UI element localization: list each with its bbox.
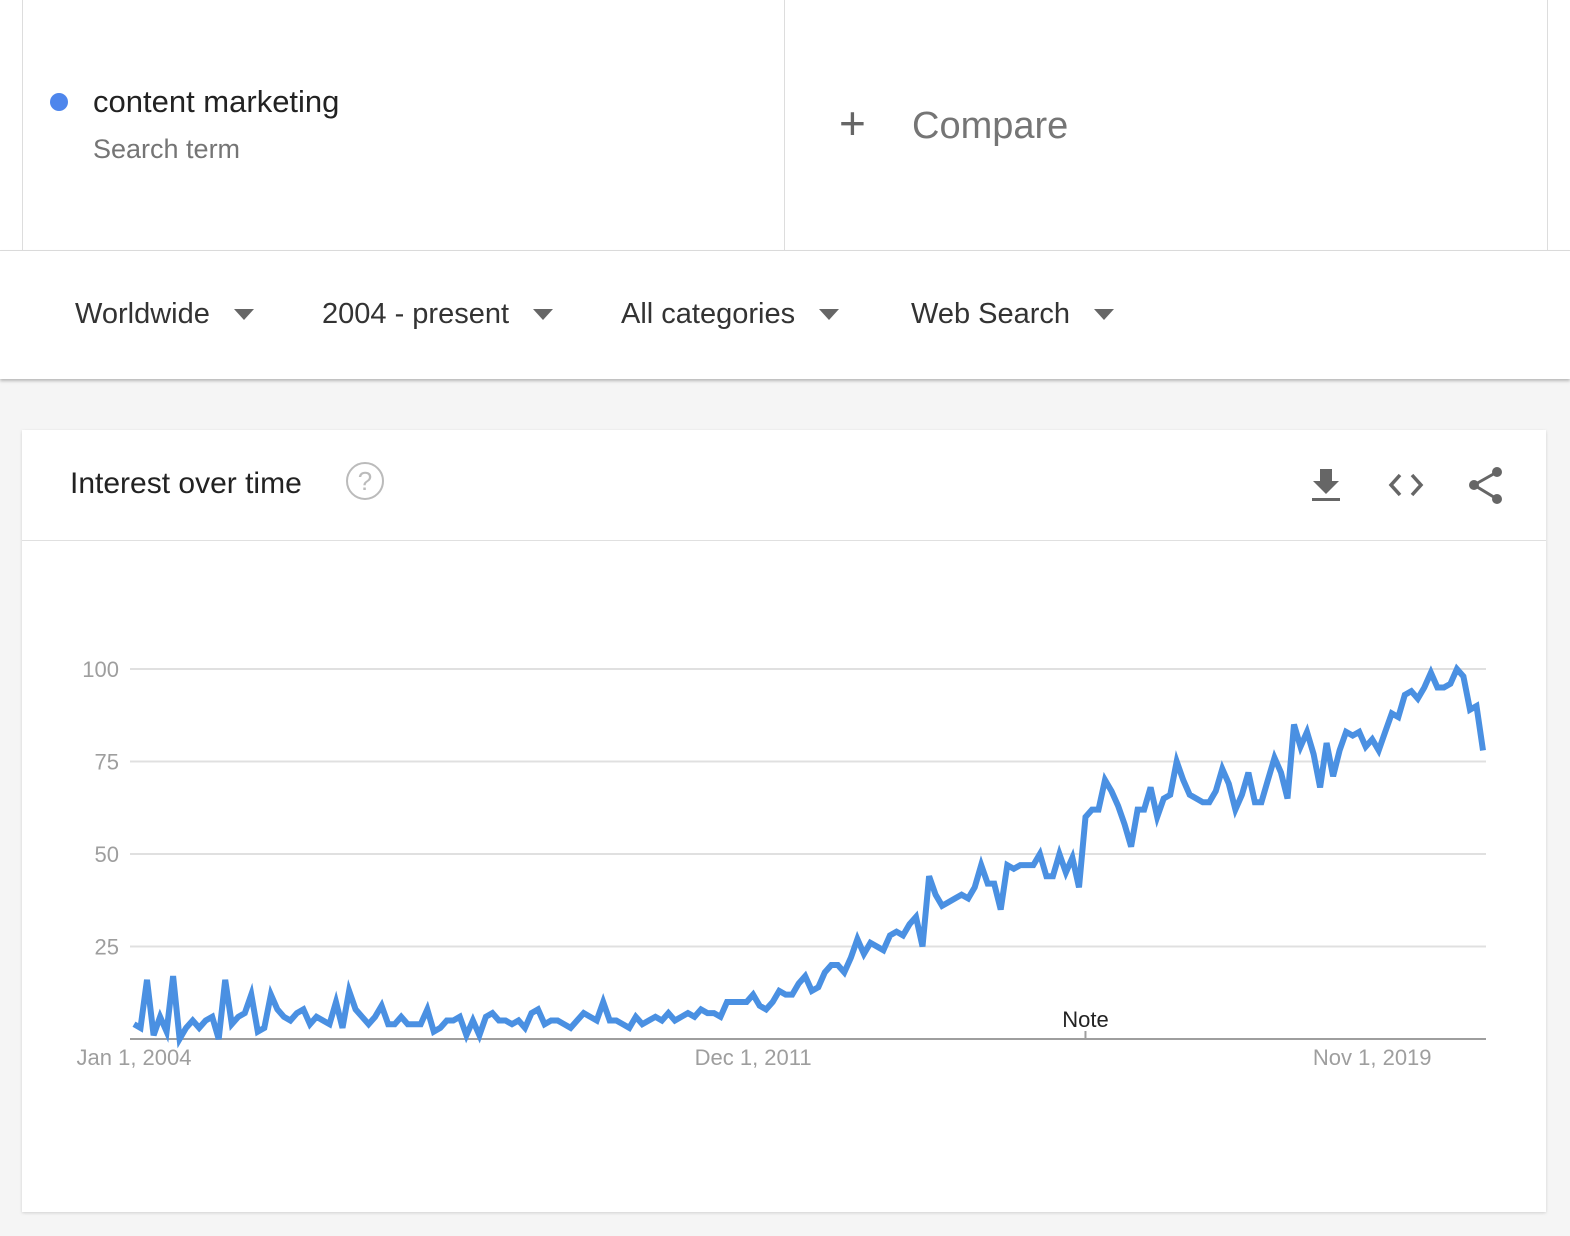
x-tick-label: Jan 1, 2004 [77,1045,192,1070]
y-tick-label: 100 [82,657,119,682]
category-dropdown[interactable]: All categories [621,298,840,331]
time-range-dropdown[interactable]: 2004 - present [322,298,554,331]
download-icon[interactable] [1306,465,1346,505]
y-tick-label: 25 [95,935,119,960]
caret-down-icon [233,309,254,320]
card-header: Interest over time ? [22,430,1546,541]
interest-over-time-card: Interest over time ? 25 50 75 100 Jan 1, 200… [22,430,1546,1212]
note-label: Note [1062,1007,1108,1032]
category-label: All categories [621,298,796,330]
plus-icon: + [839,97,866,149]
card-title: Interest over time [70,467,302,500]
region-label: Worldwide [75,298,210,330]
region-dropdown[interactable]: Worldwide [75,298,254,331]
filter-bar: Worldwide 2004 - present All categories … [0,251,1570,379]
series-color-dot [50,93,68,111]
search-type-dropdown[interactable]: Web Search [911,298,1115,331]
x-tick-label: Nov 1, 2019 [1313,1045,1432,1070]
interest-line-chart: 25 50 75 100 Jan 1, 2004 Dec 1, 2011 Nov 1, 20… [77,657,1486,1070]
search-term-card[interactable]: content marketing Search term [22,0,785,250]
embed-code-icon[interactable] [1386,465,1426,505]
y-tick-label: 50 [95,842,119,867]
search-term-label[interactable]: content marketing [93,84,340,119]
share-icon[interactable] [1466,465,1506,505]
interest-series-line [132,663,1486,1049]
search-type-label: Web Search [911,298,1071,330]
y-tick-label: 75 [95,750,119,775]
search-term-type: Search term [93,134,241,164]
x-tick-label: Dec 1, 2011 [695,1045,812,1070]
caret-down-icon [1094,309,1115,320]
caret-down-icon [819,309,840,320]
question-circle-icon[interactable]: ? [346,462,384,500]
caret-down-icon [533,309,554,320]
compare-button[interactable]: + Compare [784,0,1548,250]
time-range-label: 2004 - present [322,298,510,330]
search-terms-bar: content marketing Search term + Compare [0,0,1570,251]
compare-label: Compare [912,105,1069,147]
